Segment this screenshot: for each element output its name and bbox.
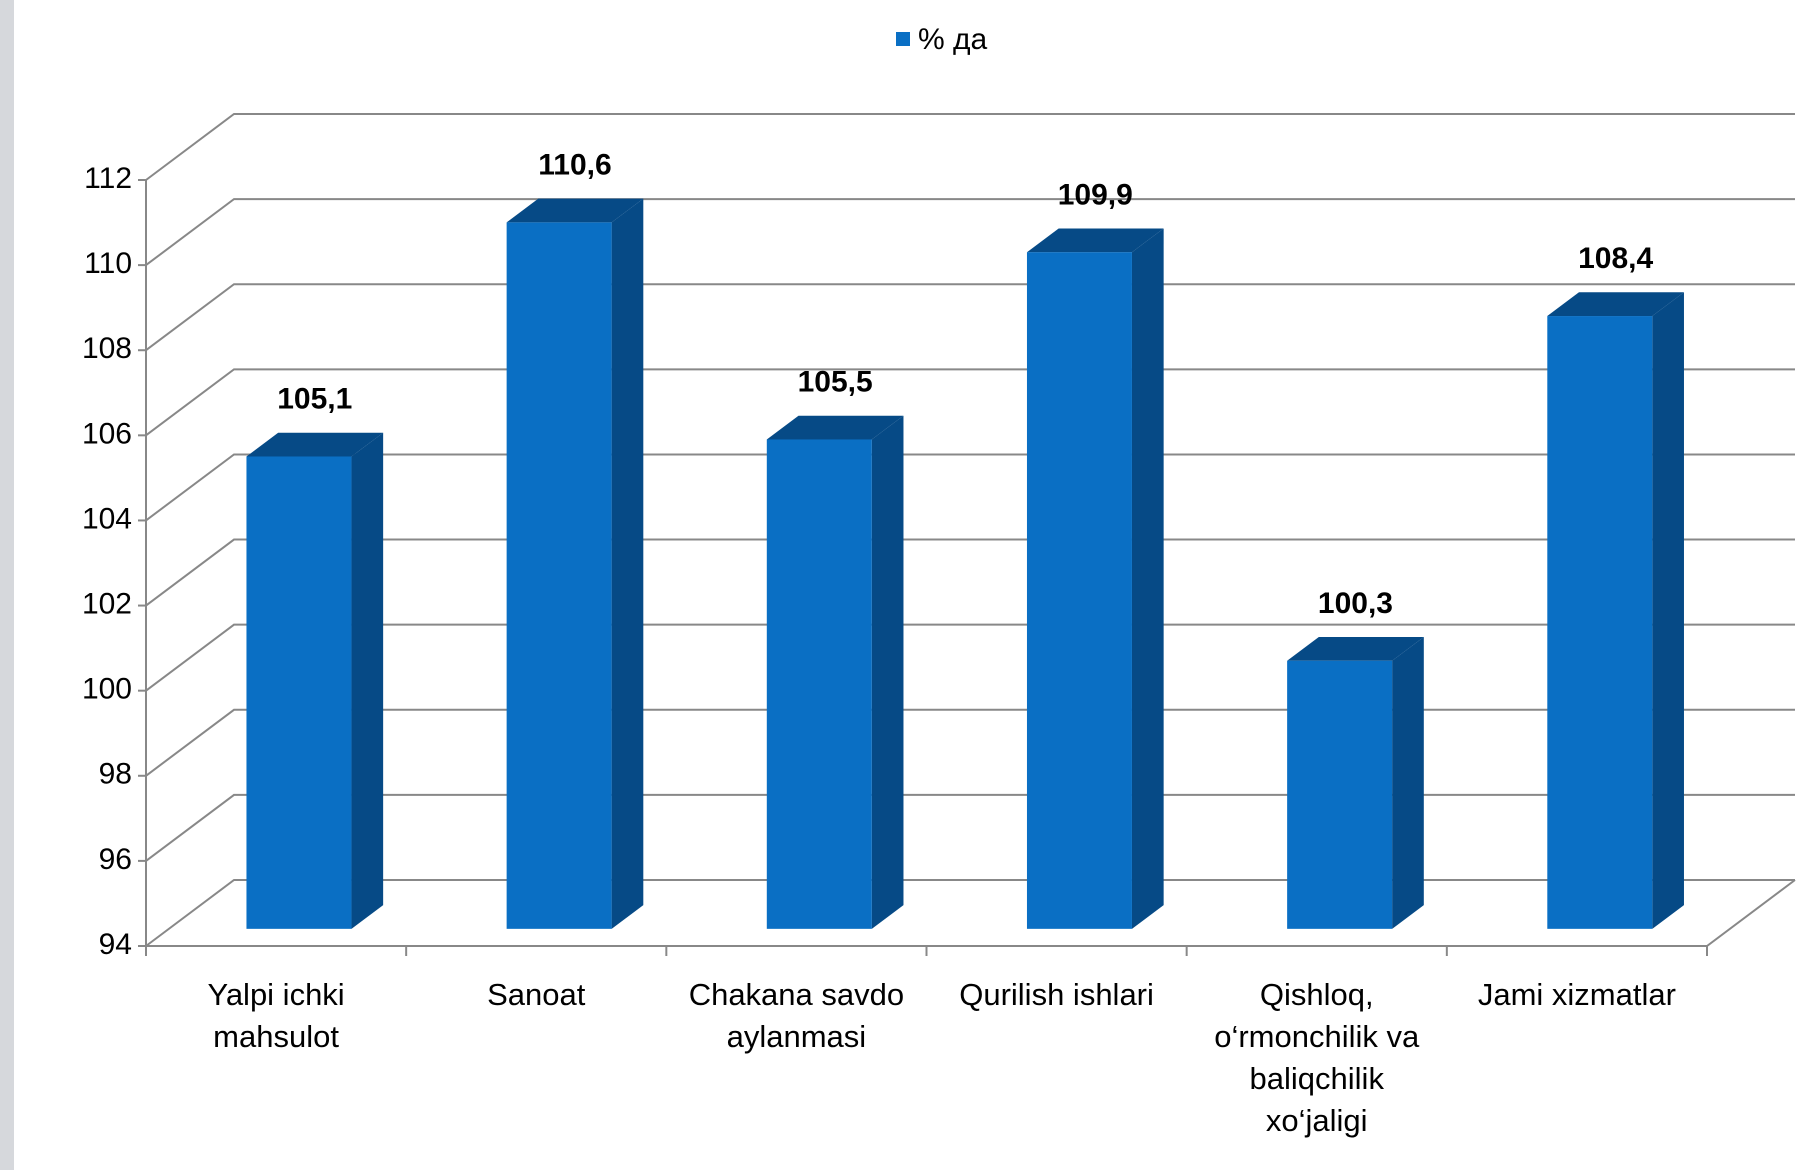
x-tick-label: Yalpi ichki mahsulot [207, 977, 345, 1054]
bar-side [351, 432, 384, 929]
y-tick-label: 110 [84, 247, 132, 280]
bar [1287, 660, 1393, 929]
data-label: 110,6 [538, 149, 611, 182]
grid-line [145, 708, 1795, 777]
bar-top [506, 198, 644, 223]
y-tick-label: 108 [82, 332, 132, 365]
legend-label: % да [918, 23, 988, 56]
data-label: 108,4 [1578, 242, 1653, 275]
x-tick-label: Chakana savdo aylanmasi [688, 977, 905, 1054]
bar [1547, 316, 1653, 929]
bar-side [1652, 292, 1684, 929]
bar [506, 222, 612, 929]
y-tick-label: 100 [82, 673, 132, 706]
y-tick-label: 104 [82, 502, 132, 535]
bar [766, 439, 872, 929]
bar [246, 456, 352, 929]
x-tick-label: Jami xizmatlar [1477, 977, 1676, 1012]
grid-line [145, 198, 1795, 266]
bar-top [766, 415, 904, 440]
grid-line [145, 538, 1795, 607]
grid-line [145, 283, 1795, 352]
bar-side [1392, 636, 1424, 929]
grid-line [145, 453, 1795, 522]
y-tick-label: 112 [84, 162, 132, 195]
data-label: 105,5 [798, 366, 873, 399]
grid-line [145, 879, 1795, 947]
data-label: 105,1 [277, 383, 352, 416]
data-label: 109,9 [1058, 178, 1133, 211]
data-label: 100,3 [1318, 587, 1393, 620]
x-tick-label: Sanoat [487, 977, 586, 1012]
side-strip [0, 0, 14, 1170]
grid-line [145, 113, 1795, 181]
grid-line [145, 793, 1795, 862]
y-tick-label: 96 [99, 843, 132, 876]
bar [1026, 252, 1132, 929]
bar-top [1547, 292, 1684, 317]
bar-top [1287, 636, 1424, 661]
bar-top [1026, 228, 1164, 253]
y-tick-label: 102 [82, 587, 132, 620]
bar-side [871, 415, 904, 929]
grid-line [145, 368, 1795, 437]
y-tick-label: 94 [99, 928, 132, 961]
legend-swatch [896, 32, 910, 46]
y-tick-label: 106 [82, 417, 132, 450]
x-tick-label: Qishloq, o‘rmonchilik va baliqchilik xo‘… [1214, 977, 1420, 1138]
grid-line [145, 623, 1795, 692]
bar-side [611, 198, 644, 929]
bar-side [1131, 228, 1164, 929]
y-tick-label: 98 [99, 758, 132, 791]
x-tick-label: Qurilish ishlari [959, 977, 1154, 1012]
bar-top [246, 432, 384, 457]
